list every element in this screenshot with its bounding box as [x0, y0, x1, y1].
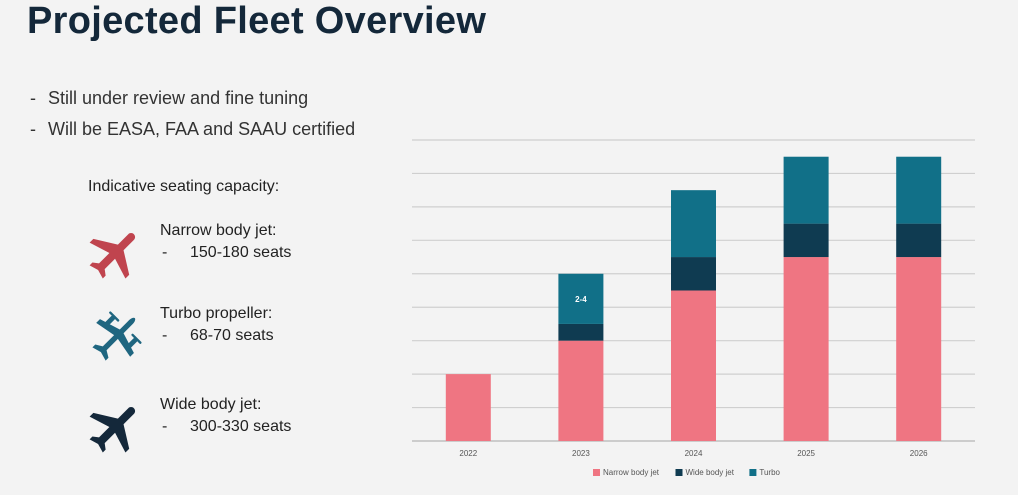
bar-segment	[896, 257, 942, 441]
plane-type-name: Wide body jet:	[160, 396, 262, 413]
legend-swatch	[749, 469, 757, 476]
x-tick-label: 2022	[459, 449, 477, 458]
page-title: Projected Fleet Overview	[27, 0, 487, 42]
plane-type-name: Turbo propeller:	[160, 305, 273, 322]
seats-dash: -	[162, 244, 168, 261]
fleet-bar-chart: 2022 2-4 2023 2024 2025 2026 Narrow body jet Wi…	[412, 139, 975, 477]
x-tick-label: 2026	[910, 449, 928, 458]
legend-swatch	[675, 469, 683, 476]
jet-plane-icon	[89, 233, 136, 279]
bar-segment	[558, 340, 604, 441]
bullet-text: Will be EASA, FAA and SAAU certified	[48, 119, 356, 139]
bullet-item: - Will be EASA, FAA and SAAU certified	[30, 119, 355, 140]
bar-segment	[671, 257, 716, 291]
seats-dash: -	[162, 418, 168, 435]
bar-segment	[445, 374, 491, 441]
seats-value: 68-70 seats	[190, 327, 274, 344]
data-label: 2-4	[575, 295, 587, 304]
bar-segment	[783, 156, 829, 224]
legend-swatch	[593, 469, 600, 476]
bar-segment	[671, 290, 716, 441]
bar-segment	[671, 190, 716, 258]
bar-segment	[896, 156, 942, 224]
bar-segment	[783, 257, 829, 441]
jet-plane-icon	[89, 407, 136, 453]
seats-dash: -	[162, 327, 168, 344]
legend-label: Wide body jet	[686, 468, 735, 477]
bar-segment	[558, 323, 604, 341]
seating-row-wide-body: Wide body jet: - 300-330 seats	[80, 396, 291, 460]
bar-segment	[558, 273, 604, 324]
seating-row-turbo-propeller: Turbo propeller: - 68-70 seats	[80, 305, 274, 369]
plane-type-name: Narrow body jet:	[160, 222, 277, 239]
seats-value: 300-330 seats	[190, 418, 292, 435]
seats-value: 150-180 seats	[190, 244, 292, 261]
bullet-list: - Still under review and fine tuning - W…	[30, 88, 355, 150]
x-tick-label: 2025	[797, 449, 815, 458]
x-tick-label: 2023	[572, 449, 590, 458]
bar-segment	[896, 223, 942, 258]
bullet-item: - Still under review and fine tuning	[30, 88, 355, 109]
bar-segment	[783, 223, 829, 258]
legend-label: Turbo	[759, 468, 780, 477]
bullet-text: Still under review and fine tuning	[48, 88, 309, 108]
bullet-dash: -	[30, 88, 36, 108]
seating-row-narrow-body: Narrow body jet: - 150-180 seats	[80, 222, 291, 286]
seating-heading: Indicative seating capacity:	[88, 178, 280, 195]
legend-label: Narrow body jet	[603, 468, 660, 477]
bullet-dash: -	[30, 119, 36, 139]
propeller-plane-icon	[92, 311, 142, 361]
x-tick-label: 2024	[685, 449, 703, 458]
